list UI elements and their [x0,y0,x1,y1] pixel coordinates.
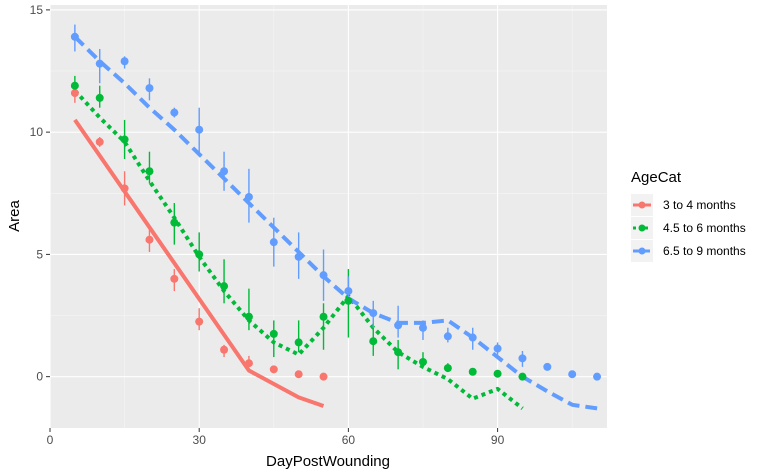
data-point-4-5-to-6-months [344,296,353,305]
data-point-6-5-to-9-months [244,192,253,201]
data-point-4-5-to-6-months [70,81,79,90]
data-point-6-5-to-9-months [70,32,79,41]
data-point-3-to-4-months [294,370,303,379]
data-point-3-to-4-months [170,274,179,283]
fit-lines [73,35,598,411]
data-point-6-5-to-9-months [443,332,452,341]
data-point-4-5-to-6-months [170,218,179,227]
data-point-4-5-to-6-months [369,337,378,346]
plot-panel [50,5,607,428]
data-point-4-5-to-6-months [195,250,204,259]
data-point-3-to-4-months [269,365,278,374]
data-point-4-5-to-6-months [220,282,229,291]
data-point-6-5-to-9-months [593,372,602,381]
x-axis-title: DayPostWounding [266,453,390,470]
y-tick-label: 5 [36,247,43,261]
data-point-6-5-to-9-months [95,59,104,68]
data-point-6-5-to-9-months [344,287,353,296]
data-point-4-5-to-6-months [120,135,129,144]
data-point-6-5-to-9-months [518,354,527,363]
data-point-4-5-to-6-months [95,93,104,102]
legend-key-point [638,247,646,255]
data-point-3-to-4-months [145,235,154,244]
data-point-6-5-to-9-months [568,370,577,379]
legend-key-point [638,201,646,209]
x-tick-label: 90 [491,433,505,447]
y-axis: 0 5 10 15 [30,3,50,384]
data-point-3-to-4-months [220,345,229,354]
legend-label-6-5-to-9-months: 6.5 to 9 months [663,244,746,258]
data-point-4-5-to-6-months [468,367,477,376]
data-point-4-5-to-6-months [145,167,154,176]
data-point-6-5-to-9-months [220,167,229,176]
data-point-3-to-4-months [120,184,129,193]
data-point-4-5-to-6-months [294,338,303,347]
y-tick-label: 0 [36,370,43,384]
data-point-6-5-to-9-months [145,84,154,93]
data-point-4-5-to-6-months [269,329,278,338]
data-point-6-5-to-9-months [195,125,204,134]
data-point-6-5-to-9-months [170,108,179,117]
data-point-6-5-to-9-months [269,238,278,247]
x-axis: 0 30 60 90 [47,428,505,447]
major-grid [49,5,607,428]
data-points [70,32,602,381]
legend: AgeCat 3 to 4 months 4.5 to 6 months 6.5 t… [631,169,746,262]
data-point-6-5-to-9-months [120,57,129,66]
data-point-6-5-to-9-months [543,362,552,371]
data-point-3-to-4-months [95,137,104,146]
data-point-6-5-to-9-months [319,271,328,280]
data-point-3-to-4-months [244,359,253,368]
legend-key-point [638,224,646,232]
legend-label-3-to-4-months: 3 to 4 months [663,198,736,212]
legend-title: AgeCat [631,169,682,186]
minor-grid [50,5,607,428]
data-point-3-to-4-months [319,372,328,381]
y-tick-label: 10 [30,125,44,139]
data-point-4-5-to-6-months [518,372,527,381]
data-point-3-to-4-months [70,89,79,98]
data-point-4-5-to-6-months [493,369,502,378]
data-point-3-to-4-months [195,317,204,326]
data-point-6-5-to-9-months [294,252,303,261]
x-tick-label: 60 [342,433,356,447]
data-point-4-5-to-6-months [319,312,328,321]
x-tick-label: 0 [47,433,54,447]
y-axis-title: Area [6,200,23,232]
x-tick-label: 30 [193,433,207,447]
legend-label-4-5-to-6-months: 4.5 to 6 months [663,221,746,235]
data-point-6-5-to-9-months [394,321,403,330]
data-point-4-5-to-6-months [443,364,452,373]
data-point-6-5-to-9-months [369,309,378,318]
data-point-6-5-to-9-months [418,323,427,332]
data-point-4-5-to-6-months [418,357,427,366]
data-point-4-5-to-6-months [244,312,253,321]
data-point-4-5-to-6-months [394,348,403,357]
fit-line-6-5-to-9-months [73,35,598,411]
data-point-6-5-to-9-months [493,344,502,353]
fit-line-3-to-4-months [73,118,325,408]
data-point-6-5-to-9-months [468,333,477,342]
y-tick-label: 15 [30,3,44,17]
